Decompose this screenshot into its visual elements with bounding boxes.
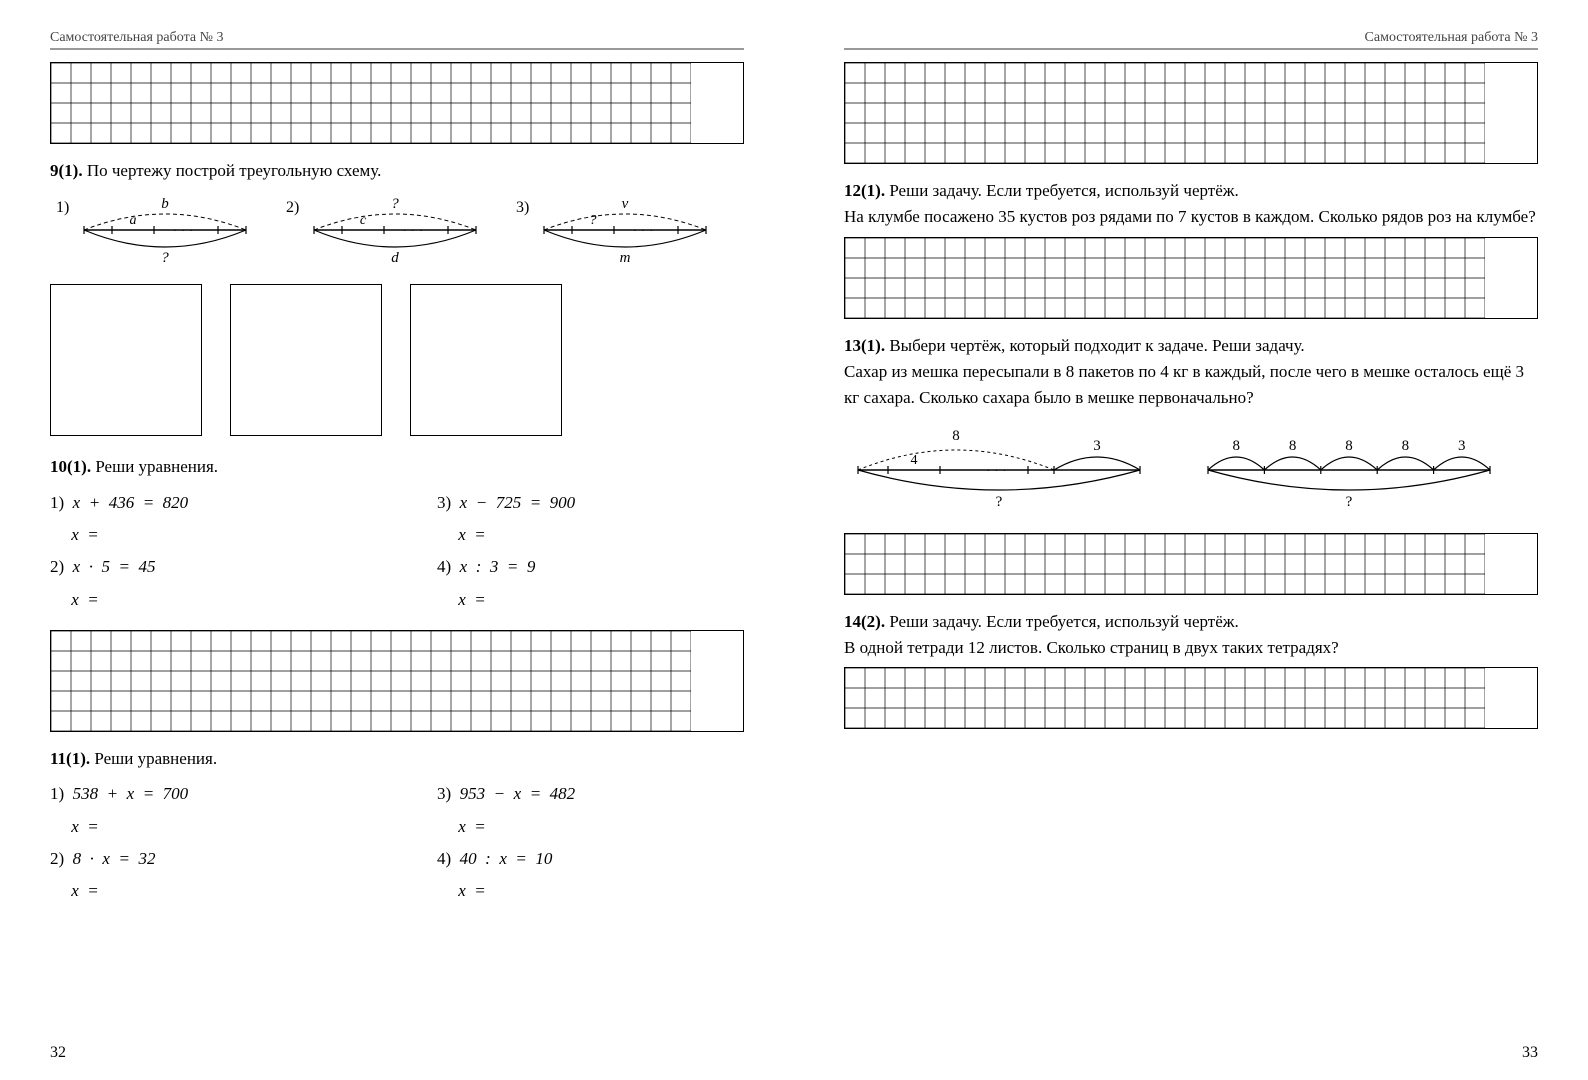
task-11: 11(1). Реши уравнения. [50, 746, 744, 772]
svg-text:8: 8 [1402, 438, 1410, 454]
task-11-equations: 1) 538 + x = 700 x =2) 8 · x = 32 x = 3)… [50, 778, 744, 907]
svg-text:?: ? [590, 213, 597, 228]
workgrid-13 [844, 533, 1538, 595]
answer-box-1 [50, 284, 202, 436]
svg-text:3): 3) [516, 199, 529, 216]
svg-text:· · ·: · · · [173, 224, 194, 239]
task-12: 12(1). Реши задачу. Если требуется, испо… [844, 178, 1538, 231]
task-14: 14(2). Реши задачу. Если требуется, испо… [844, 609, 1538, 662]
svg-text:d: d [391, 250, 399, 266]
task-13: 13(1). Выбери чертёж, который подходит к… [844, 333, 1538, 412]
svg-text:8: 8 [952, 428, 960, 444]
page-number-right: 33 [1522, 1044, 1538, 1062]
svg-text:?: ? [996, 494, 1003, 510]
svg-text:· · ·: · · · [986, 464, 1007, 479]
svg-text:3: 3 [1458, 438, 1466, 454]
answer-box-3 [410, 284, 562, 436]
task-10: 10(1). Реши уравнения. [50, 454, 744, 480]
svg-text:8: 8 [1289, 438, 1297, 454]
svg-text:?: ? [161, 250, 169, 266]
header-left: Самостоятельная работа № 3 [50, 30, 744, 50]
svg-text:8: 8 [1345, 438, 1353, 454]
svg-text:2): 2) [286, 199, 299, 216]
svg-text:?: ? [391, 196, 399, 212]
svg-text:b: b [161, 196, 169, 212]
answer-box-2 [230, 284, 382, 436]
workgrid-14 [844, 667, 1538, 729]
task-10-equations: 1) x + 436 = 820 x =2) x · 5 = 45 x = 3)… [50, 487, 744, 616]
task-9-diagrams: 1)ba· · ·? 2)?c· · ·d 3)v?· · ·m [50, 190, 744, 270]
svg-text:3: 3 [1093, 438, 1101, 454]
workgrid-top-right [844, 62, 1538, 164]
svg-text:· · ·: · · · [633, 224, 654, 239]
task-9: 9(1). По чертежу построй треугольную схе… [50, 158, 744, 184]
svg-text:?: ? [1346, 494, 1353, 510]
workgrid-top-left [50, 62, 744, 144]
workgrid-12 [844, 237, 1538, 319]
page-33: Самостоятельная работа № 3 12(1). Реши з… [794, 0, 1588, 1080]
task-9-answer-boxes [50, 284, 744, 436]
svg-text:1): 1) [56, 199, 69, 216]
svg-text:a: a [130, 213, 137, 228]
page-number-left: 32 [50, 1044, 66, 1062]
svg-text:· · ·: · · · [403, 224, 424, 239]
svg-text:v: v [622, 196, 629, 212]
workgrid-mid-left [50, 630, 744, 732]
svg-text:c: c [360, 213, 367, 228]
svg-text:8: 8 [1232, 438, 1240, 454]
header-right: Самостоятельная работа № 3 [844, 30, 1538, 50]
page-32: Самостоятельная работа № 3 9(1). По черт… [0, 0, 794, 1080]
svg-text:4: 4 [911, 453, 918, 468]
svg-text:m: m [620, 250, 631, 266]
task-13-diagrams: 8 3 4 · · ·? 8 8 8 8 3? [844, 422, 1538, 517]
